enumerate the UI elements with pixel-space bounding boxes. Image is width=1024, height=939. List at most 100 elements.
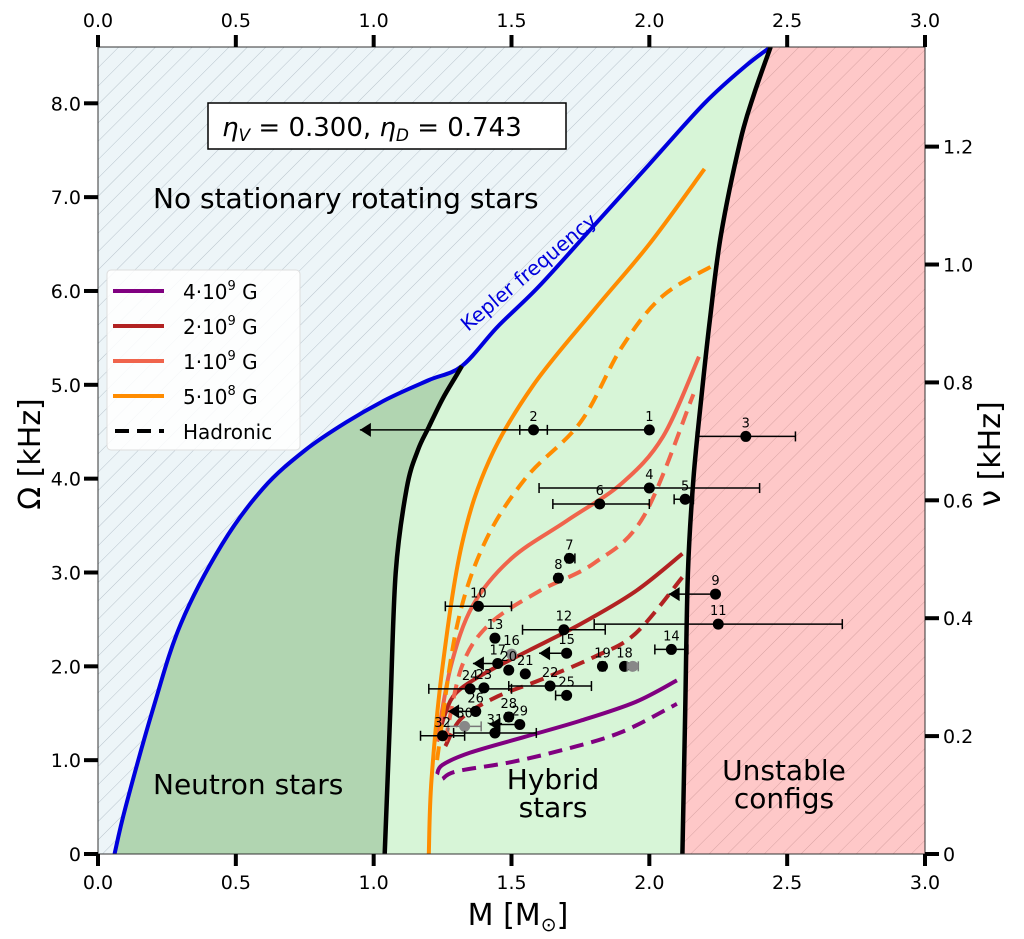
y-tick-label: 1.0: [51, 750, 81, 772]
series-hadronic-line-3: [435, 261, 720, 761]
data-point: 5: [673, 479, 695, 505]
x-axis-title: M [M⊙]: [468, 898, 569, 936]
point-marker: [561, 689, 573, 701]
point-label: 19: [594, 646, 611, 661]
point-label: 28: [500, 697, 517, 712]
neutron-stars-label: Neutron stars: [153, 768, 343, 801]
x-tick-label-top: 1.5: [496, 10, 526, 32]
parameter-text: ηV = 0.300, ηD = 0.743: [222, 113, 522, 146]
point-label: 32: [434, 716, 451, 731]
upper-limit-arrow: [472, 656, 484, 671]
data-point: [470, 705, 482, 717]
y-right-tick-label: 1.0: [943, 255, 973, 277]
y-right-axis-title: ν [kHz]: [973, 401, 1008, 506]
point-label: 3: [742, 416, 750, 431]
point-label: 30: [456, 706, 473, 721]
x-tick-label-bottom: 1.5: [496, 872, 526, 894]
series-hadronic-line-2: [443, 393, 696, 742]
y-tick-label: 0: [69, 844, 81, 866]
point-marker: [492, 658, 504, 670]
point-label: 10: [470, 586, 487, 601]
data-point: 25: [554, 675, 575, 701]
data-point: 16: [503, 634, 520, 660]
point-label: 20: [500, 650, 517, 665]
eta-v-subscript: V: [238, 126, 251, 146]
legend-label: 2·109 G: [183, 314, 258, 339]
point-marker: [437, 730, 449, 742]
eta-d-subscript: D: [396, 126, 409, 146]
point-marker: [489, 727, 501, 739]
data-point: 24: [428, 669, 513, 695]
y-right-tick-label: 1.2: [943, 137, 973, 159]
x-tick-label-bottom: 0.5: [221, 872, 251, 894]
point-label: 15: [558, 633, 575, 648]
point-label: 11: [710, 604, 727, 619]
point-marker: [561, 647, 573, 659]
point-label: 16: [503, 634, 520, 649]
legend-label: 4·109 G: [183, 279, 258, 304]
data-point: 23: [476, 668, 493, 694]
data-point: 2: [519, 410, 549, 436]
series-line-3: [426, 167, 707, 854]
point-label: 12: [556, 610, 573, 625]
y-right-tick-label: 0.6: [943, 490, 973, 512]
legend-label-hadronic: Hadronic: [183, 420, 272, 444]
legend: 4·109 G 2·109 G 1·109 G 5·108 G Hadronic: [106, 269, 301, 451]
x-tick-label-top: 0.5: [221, 10, 251, 32]
upper-limit-arrow: [359, 422, 371, 437]
point-label: 26: [467, 691, 484, 706]
hybrid-stars-label-1: Hybrid: [507, 763, 599, 796]
x-tick-label-top: 1.0: [359, 10, 389, 32]
point-label: 23: [476, 668, 493, 683]
point-label: 25: [558, 675, 575, 690]
point-marker: [503, 664, 515, 676]
point-marker: [506, 648, 517, 660]
no-rotation-label: No stationary rotating stars: [153, 182, 539, 215]
y-right-tick-label: 0.2: [943, 726, 973, 748]
point-label: 6: [596, 484, 604, 499]
x-tick-label-bottom: 2.5: [772, 872, 802, 894]
x-tick-label-top: 2.0: [634, 10, 664, 32]
data-point: 1: [359, 410, 655, 437]
kepler-boundary-line: [112, 47, 772, 854]
point-label: 29: [511, 705, 528, 720]
point-label: 24: [462, 669, 479, 684]
point-marker: [563, 552, 575, 564]
series-line-1: [435, 552, 684, 742]
data-point: 21: [517, 654, 534, 680]
point-label: 17: [489, 644, 506, 659]
data-point: 17: [472, 644, 506, 671]
data-point: 22: [507, 666, 593, 692]
data-point: 3: [695, 416, 797, 442]
unstable-label-2: configs: [734, 782, 834, 815]
point-label: 31: [487, 713, 504, 728]
y-tick-label: 5.0: [51, 375, 81, 397]
data-point: 8: [552, 558, 564, 584]
neutron-hybrid-boundary-line: [382, 364, 464, 854]
point-marker: [489, 632, 501, 644]
point-marker: [709, 588, 721, 600]
data-point: 32: [419, 716, 466, 742]
data-point: 4: [538, 468, 761, 494]
point-label: 18: [616, 646, 633, 661]
point-marker: [740, 430, 752, 442]
unstable-hatch: [682, 47, 925, 854]
x-tick-label-bottom: 3.0: [910, 872, 940, 894]
x-tick-label-bottom: 2.0: [634, 872, 664, 894]
data-point: 11: [593, 604, 844, 630]
data-point: 30: [447, 706, 482, 732]
legend-label: 1·109 G: [183, 349, 258, 374]
y-tick-label: 2.0: [51, 656, 81, 678]
data-point: 14: [654, 629, 689, 655]
point-marker: [503, 711, 515, 723]
y-axis-title: Ω [kHz]: [13, 398, 48, 510]
y-tick-label: 7.0: [51, 187, 81, 209]
unstable-label-1: Unstable: [722, 754, 846, 787]
data-point: 6: [552, 484, 651, 510]
point-label: 1: [645, 410, 653, 425]
point-marker: [643, 482, 655, 494]
y-tick-label: 3.0: [51, 562, 81, 584]
point-label: 4: [645, 468, 653, 483]
data-point: 29: [489, 705, 528, 732]
point-label: 5: [681, 479, 689, 494]
